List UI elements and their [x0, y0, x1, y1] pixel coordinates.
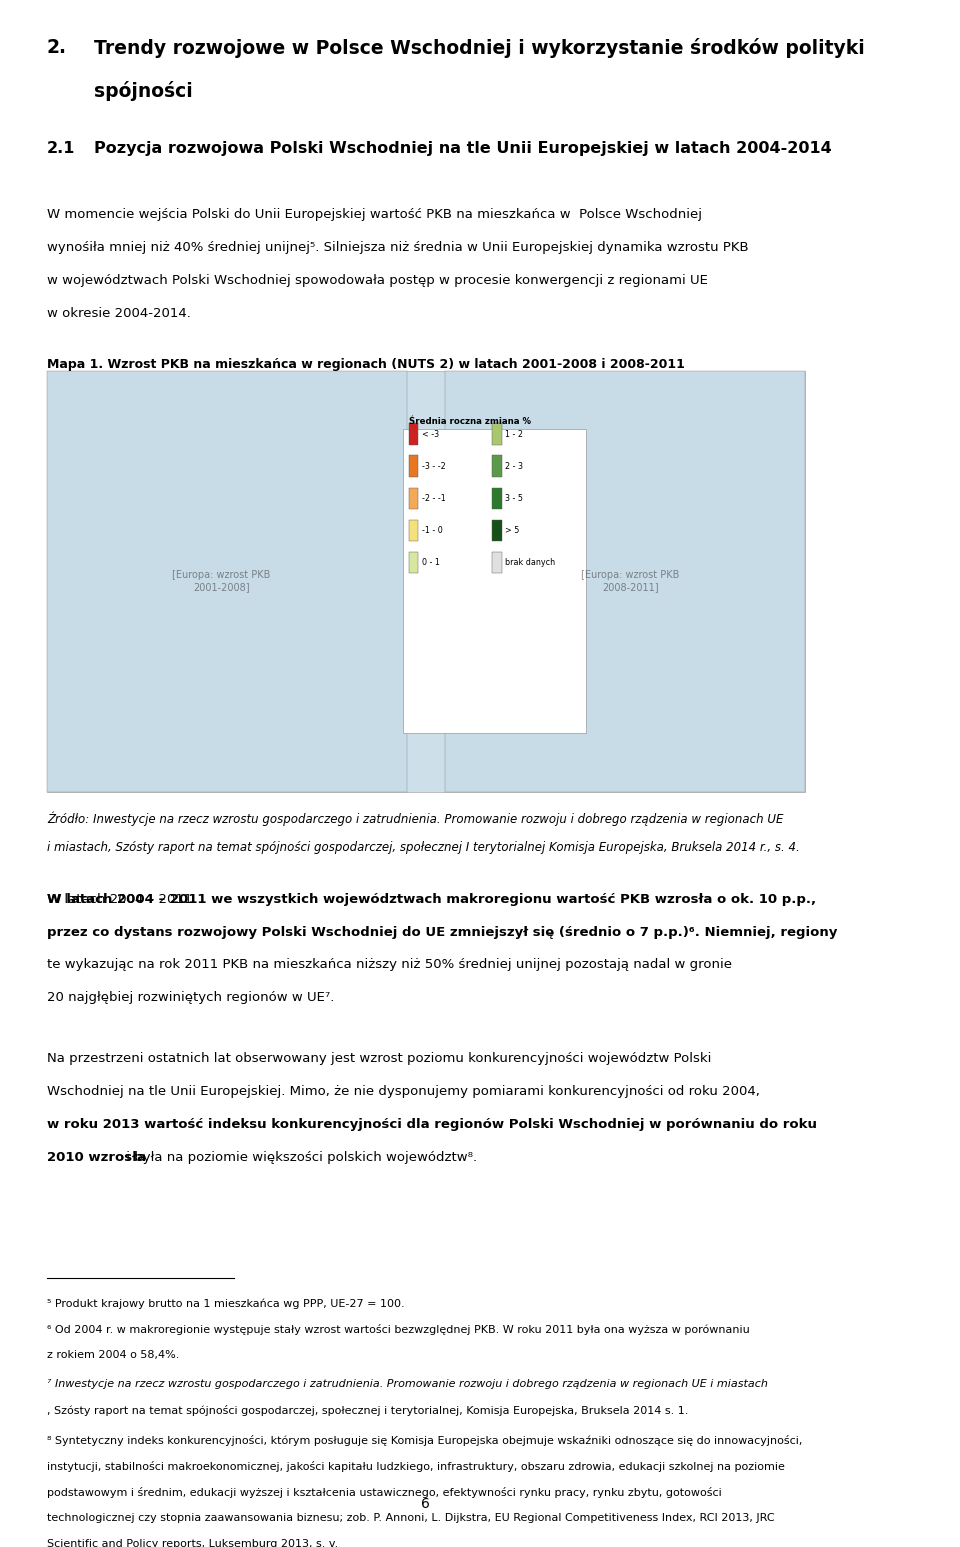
Text: technologicznej czy stopnia zaawansowania biznesu; zob. P. Annoni, L. Dijkstra, : technologicznej czy stopnia zaawansowani…	[47, 1513, 775, 1522]
Text: 2.: 2.	[47, 39, 67, 57]
FancyBboxPatch shape	[409, 424, 419, 446]
Point	[228, 1269, 240, 1287]
Text: ⁶ Od 2004 r. w makroregionie występuje stały wzrost wartości bezwzględnej PKB. W: ⁶ Od 2004 r. w makroregionie występuje s…	[47, 1324, 750, 1335]
Text: Na przestrzeni ostatnich lat obserwowany jest wzrost poziomu konkurencyjności wo: Na przestrzeni ostatnich lat obserwowany…	[47, 1052, 711, 1064]
FancyBboxPatch shape	[403, 429, 587, 733]
Text: 0 - 1: 0 - 1	[421, 558, 440, 568]
Text: -2 - -1: -2 - -1	[421, 493, 445, 503]
FancyBboxPatch shape	[409, 455, 419, 476]
Text: instytucji, stabilności makroekonomicznej, jakości kapitału ludzkiego, infrastru: instytucji, stabilności makroekonomiczne…	[47, 1460, 784, 1471]
Text: Trendy rozwojowe w Polsce Wschodniej i wykorzystanie środków polityki: Trendy rozwojowe w Polsce Wschodniej i w…	[94, 39, 864, 59]
Text: brak danych: brak danych	[505, 558, 556, 568]
Text: w roku 2013 wartość indeksu konkurencyjności dla regionów Polski Wschodniej w po: w roku 2013 wartość indeksu konkurencyjn…	[47, 1117, 817, 1131]
Text: w okresie 2004-2014.: w okresie 2004-2014.	[47, 306, 191, 320]
Text: -1 - 0: -1 - 0	[421, 526, 443, 535]
Text: i była na poziomie większości polskich województw⁸.: i była na poziomie większości polskich w…	[122, 1151, 477, 1163]
Text: podstawowym i średnim, edukacji wyższej i kształcenia ustawicznego, efektywności: podstawowym i średnim, edukacji wyższej …	[47, 1487, 722, 1497]
FancyBboxPatch shape	[47, 371, 407, 792]
FancyBboxPatch shape	[409, 487, 419, 509]
Text: Średnia roczna zmiana %: Średnia roczna zmiana %	[409, 418, 531, 427]
Point	[41, 1269, 53, 1287]
Text: 6: 6	[421, 1497, 430, 1511]
Text: ⁵ Produkt krajowy brutto na 1 mieszkańca wg PPP, UE-27 = 100.: ⁵ Produkt krajowy brutto na 1 mieszkańca…	[47, 1298, 404, 1309]
Text: ⁷ Inwestycje na rzecz wzrostu gospodarczego i zatrudnienia. Promowanie rozwoju i: ⁷ Inwestycje na rzecz wzrostu gospodarcz…	[47, 1380, 768, 1389]
Text: , Szósty raport na temat spójności gospodarczej, społecznej i terytorialnej, Kom: , Szósty raport na temat spójności gospo…	[47, 1406, 688, 1417]
Text: 3 - 5: 3 - 5	[505, 493, 523, 503]
Text: [Europa: wzrost PKB
2001-2008]: [Europa: wzrost PKB 2001-2008]	[172, 571, 271, 593]
Text: W momencie wejścia Polski do Unii Europejskiej wartość PKB na mieszkańca w  Pols: W momencie wejścia Polski do Unii Europe…	[47, 209, 702, 221]
Text: 20 najgłębiej rozwiniętych regionów w UE⁷.: 20 najgłębiej rozwiniętych regionów w UE…	[47, 992, 334, 1004]
Text: Mapa 1. Wzrost PKB na mieszkańca w regionach (NUTS 2) w latach 2001-2008 i 2008-: Mapa 1. Wzrost PKB na mieszkańca w regio…	[47, 359, 684, 371]
Text: Wschodniej na tle Unii Europejskiej. Mimo, że nie dysponujemy pomiarami konkuren: Wschodniej na tle Unii Europejskiej. Mim…	[47, 1084, 759, 1098]
Text: < -3: < -3	[421, 430, 439, 438]
FancyBboxPatch shape	[409, 520, 419, 541]
Text: 2 - 3: 2 - 3	[505, 461, 523, 470]
Text: przez co dystans rozwojowy Polski Wschodniej do UE zmniejszył się (średnio o 7 p: przez co dystans rozwojowy Polski Wschod…	[47, 925, 837, 939]
Text: Scientific and Policy reports, Luksemburg 2013, s. v.: Scientific and Policy reports, Luksembur…	[47, 1539, 338, 1547]
Text: 1 - 2: 1 - 2	[505, 430, 523, 438]
FancyBboxPatch shape	[409, 552, 419, 574]
Text: 2.1: 2.1	[47, 141, 75, 156]
Text: W latach 2004 – 2011: W latach 2004 – 2011	[47, 893, 197, 905]
Text: [Europa: wzrost PKB
2008-2011]: [Europa: wzrost PKB 2008-2011]	[581, 571, 680, 593]
FancyBboxPatch shape	[492, 455, 502, 476]
Text: te wykazując na rok 2011 PKB na mieszkańca niższy niż 50% średniej unijnej pozos: te wykazując na rok 2011 PKB na mieszkań…	[47, 959, 732, 972]
FancyBboxPatch shape	[492, 520, 502, 541]
Text: > 5: > 5	[505, 526, 519, 535]
Text: Pozycja rozwojowa Polski Wschodniej na tle Unii Europejskiej w latach 2004-2014: Pozycja rozwojowa Polski Wschodniej na t…	[94, 141, 831, 156]
Text: wynośiła mniej niż 40% średniej unijnej⁵. Silniejsza niż średnia w Unii Europejs: wynośiła mniej niż 40% średniej unijnej⁵…	[47, 241, 749, 254]
FancyBboxPatch shape	[444, 371, 804, 792]
FancyBboxPatch shape	[492, 552, 502, 574]
Text: spójności: spójności	[94, 80, 192, 101]
Text: i miastach, Szósty raport na temat spójności gospodarczej, społecznej I terytori: i miastach, Szósty raport na temat spójn…	[47, 840, 800, 854]
Text: W latach 2004 – 2011 we wszystkich województwach makroregionu wartość PKB wzrosł: W latach 2004 – 2011 we wszystkich wojew…	[47, 893, 816, 905]
Text: 2010 wzrosła: 2010 wzrosła	[47, 1151, 146, 1163]
Text: -3 - -2: -3 - -2	[421, 461, 445, 470]
Text: Źródło: Inwestycje na rzecz wzrostu gospodarczego i zatrudnienia. Promowanie roz: Źródło: Inwestycje na rzecz wzrostu gosp…	[47, 812, 783, 826]
FancyBboxPatch shape	[492, 424, 502, 446]
FancyBboxPatch shape	[47, 371, 804, 792]
Text: z rokiem 2004 o 58,4%.: z rokiem 2004 o 58,4%.	[47, 1351, 180, 1360]
Text: w województwach Polski Wschodniej spowodowała postęp w procesie konwergencji z r: w województwach Polski Wschodniej spowod…	[47, 274, 708, 288]
Text: ⁸ Syntetyczny indeks konkurencyjności, którym posługuje się Komisja Europejska o: ⁸ Syntetyczny indeks konkurencyjności, k…	[47, 1434, 803, 1445]
FancyBboxPatch shape	[492, 487, 502, 509]
